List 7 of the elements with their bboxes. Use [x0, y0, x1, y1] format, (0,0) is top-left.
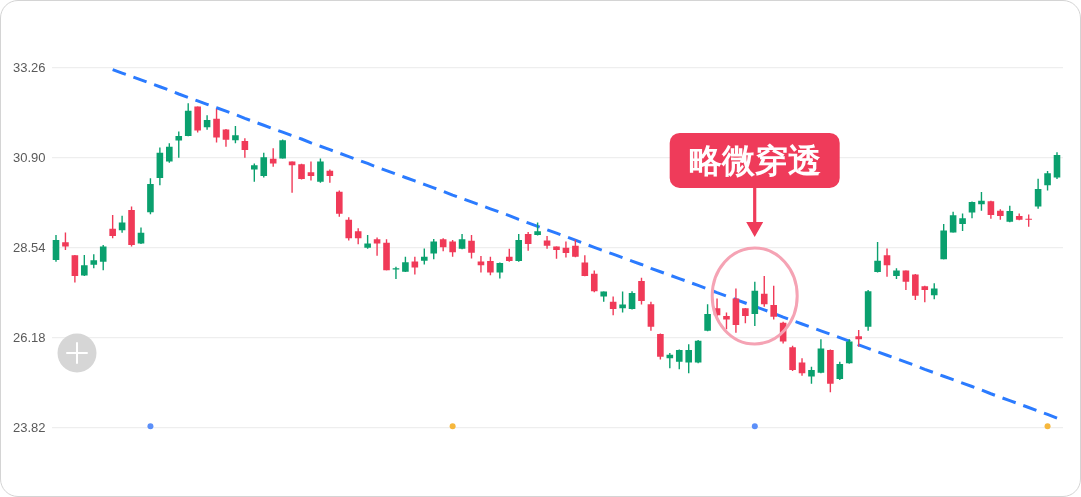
- y-tick-label: 33.26: [12, 59, 46, 75]
- y-tick-label: 30.90: [12, 149, 46, 165]
- y-tick-label: 26.18: [12, 329, 46, 345]
- y-tick-label: 28.54: [12, 239, 46, 255]
- annotation: 略微穿透: [688, 141, 821, 179]
- annotation-callout: 略微穿透: [669, 132, 840, 188]
- y-tick-label: 23.82: [12, 419, 46, 435]
